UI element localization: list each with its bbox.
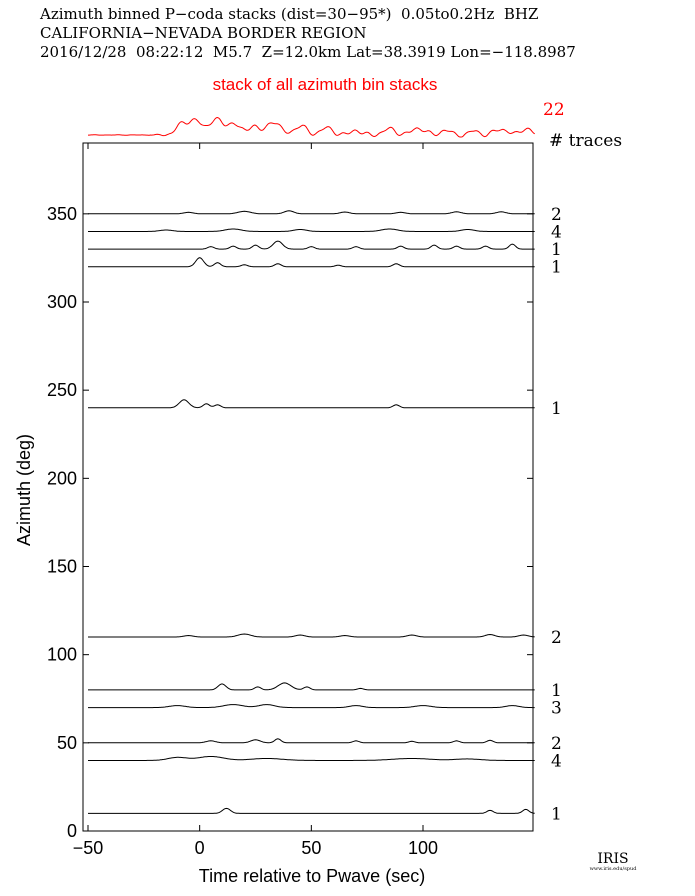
summary-stack-trace <box>88 116 535 138</box>
x-axis-label: Time relative to Pwave (sec) <box>199 866 425 886</box>
y-tick-label: 250 <box>47 380 77 400</box>
y-tick-label: 200 <box>47 468 77 488</box>
trace-count: 4 <box>551 222 562 242</box>
trace-count: 4 <box>551 751 562 771</box>
y-tick-label: 0 <box>67 821 77 841</box>
y-axis: 0 50 100 150 200 250 300 350 <box>47 204 533 841</box>
traces-column-header: # traces <box>549 131 622 151</box>
trace-count: 1 <box>551 681 562 701</box>
summary-stack: stack of all azimuth bin stacks 22 <box>88 75 565 138</box>
trace-count: 3 <box>551 699 562 719</box>
x-tick-label: −50 <box>73 838 104 858</box>
y-tick-label: 150 <box>47 557 77 577</box>
trace-count: 2 <box>551 628 562 648</box>
iris-logo: IRIS www.iris.edu/spud <box>588 852 638 872</box>
azimuth-trace <box>88 399 535 409</box>
trace-count: 2 <box>551 205 562 225</box>
summary-stack-label: stack of all azimuth bin stacks <box>213 75 438 94</box>
azimuth-trace <box>88 228 535 232</box>
trace-count: 1 <box>551 399 562 419</box>
chart-title-line3: 2016/12/28 08:22:12 M5.7 Z=12.0km Lat=38… <box>40 43 576 61</box>
azimuth-trace <box>88 210 535 215</box>
trace-count: 1 <box>551 258 562 278</box>
y-tick-label: 50 <box>57 733 77 753</box>
chart-title-line2: CALIFORNIA−NEVADA BORDER REGION <box>40 24 367 42</box>
azimuth-trace <box>88 633 535 638</box>
x-tick-label: 50 <box>301 838 321 858</box>
x-tick-label: 0 <box>195 838 205 858</box>
y-tick-label: 350 <box>47 204 77 224</box>
y-axis-label: Azimuth (deg) <box>14 434 34 546</box>
x-axis: −50 0 50 100 <box>73 143 438 858</box>
plot-frame <box>82 142 534 832</box>
azimuth-trace <box>88 240 535 250</box>
y-tick-label: 300 <box>47 292 77 312</box>
iris-logo-text: IRIS <box>597 851 629 867</box>
azimuth-trace <box>88 704 535 709</box>
summary-trace-count: 22 <box>543 100 565 120</box>
trace-count: 1 <box>551 804 562 824</box>
x-tick-label: 100 <box>408 838 438 858</box>
trace-count: 2 <box>551 734 562 754</box>
iris-logo-url: www.iris.edu/spud <box>589 866 637 872</box>
azimuth-trace <box>88 756 535 761</box>
trace-count: 1 <box>551 240 562 260</box>
azimuth-trace <box>88 807 535 814</box>
chart-title-line1: Azimuth binned P−coda stacks (dist=30−95… <box>40 5 539 23</box>
azimuth-trace <box>88 738 535 744</box>
azimuth-trace <box>88 682 535 691</box>
azimuth-trace <box>88 257 535 268</box>
azimuth-traces <box>88 210 535 814</box>
y-tick-label: 100 <box>47 645 77 665</box>
